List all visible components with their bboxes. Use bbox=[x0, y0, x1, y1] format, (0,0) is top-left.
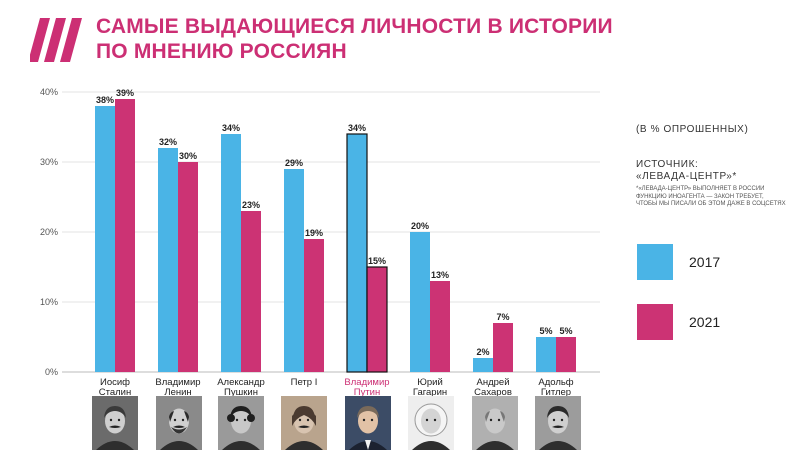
bar-2017 bbox=[346, 133, 368, 373]
legend-label-2021: 2021 bbox=[689, 314, 721, 330]
bar-2017 bbox=[536, 337, 556, 372]
legend-swatch-2017 bbox=[637, 244, 673, 280]
data-label: 19% bbox=[305, 228, 323, 238]
category-label: Сахаров bbox=[474, 387, 512, 398]
category-label: Гитлер bbox=[541, 387, 571, 398]
bar-2017 bbox=[284, 169, 304, 372]
category-label: Александр bbox=[217, 377, 265, 388]
bar-2021 bbox=[304, 239, 324, 372]
category-label: Петр I bbox=[291, 377, 318, 388]
title-line-2: ПО МНЕНИЮ РОССИЯН bbox=[96, 40, 347, 63]
category-label: Гагарин bbox=[413, 387, 447, 398]
legend-item-2021: 2021 bbox=[637, 304, 787, 340]
bar-2017 bbox=[473, 358, 493, 372]
hitler-portrait-icon bbox=[535, 396, 581, 450]
data-label: 23% bbox=[242, 200, 260, 210]
putin-portrait-icon bbox=[345, 396, 391, 450]
bar-2017 bbox=[221, 134, 241, 372]
bar-2017 bbox=[158, 148, 178, 372]
bar-2021 bbox=[115, 99, 135, 372]
lenin-portrait-icon bbox=[156, 396, 202, 450]
data-label: 7% bbox=[496, 312, 509, 322]
data-label: 5% bbox=[559, 326, 572, 336]
category-label: Адольф bbox=[538, 377, 573, 388]
category-label: Владимир bbox=[155, 377, 200, 388]
data-label: 30% bbox=[179, 151, 197, 161]
sakharov-portrait-icon bbox=[472, 396, 518, 450]
category-label: Путин bbox=[354, 387, 380, 398]
disclaimer-note: *«ЛЕВАДА-ЦЕНТР» ВЫПОЛНЯЕТ В РОССИИ ФУНКЦ… bbox=[636, 186, 786, 207]
data-label: 29% bbox=[285, 158, 303, 168]
data-label: 34% bbox=[222, 123, 240, 133]
legend-label-2017: 2017 bbox=[689, 254, 721, 270]
category-label: Юрий bbox=[417, 377, 443, 388]
title-line-1: САМЫЕ ВЫДАЮЩИЕСЯ ЛИЧНОСТИ В ИСТОРИИ bbox=[96, 15, 613, 38]
category-label: Владимир bbox=[344, 377, 389, 388]
bar-2021 bbox=[366, 266, 388, 373]
bar-2017 bbox=[410, 232, 430, 372]
source-note: ИСТОЧНИК: «ЛЕВАДА-ЦЕНТР»* bbox=[636, 159, 737, 183]
legend-item-2017: 2017 bbox=[637, 244, 787, 280]
category-label: Ленин bbox=[164, 387, 191, 398]
category-label: Сталин bbox=[99, 387, 132, 398]
triple-slash-logo-icon bbox=[30, 18, 82, 62]
data-label: 15% bbox=[368, 256, 386, 266]
stalin-portrait-icon bbox=[92, 396, 138, 450]
data-label: 2% bbox=[476, 347, 489, 357]
y-tick-label: 20% bbox=[40, 227, 58, 237]
units-note: (В % ОПРОШЕННЫХ) bbox=[636, 124, 749, 135]
data-label: 20% bbox=[411, 221, 429, 231]
y-tick-label: 10% bbox=[40, 297, 58, 307]
gagarin-portrait-icon bbox=[408, 396, 454, 450]
bar-2021 bbox=[241, 211, 261, 372]
bar-2021 bbox=[430, 281, 450, 372]
category-label: Пушкин bbox=[224, 387, 258, 398]
bar-2017 bbox=[95, 106, 115, 372]
category-label: Иосиф bbox=[100, 377, 130, 388]
data-label: 13% bbox=[431, 270, 449, 280]
y-tick-label: 0% bbox=[45, 367, 58, 377]
source-line-1: ИСТОЧНИК: bbox=[636, 159, 699, 170]
y-tick-label: 40% bbox=[40, 87, 58, 97]
pushkin-portrait-icon bbox=[218, 396, 264, 450]
data-label: 5% bbox=[539, 326, 552, 336]
bar-2021 bbox=[178, 162, 198, 372]
data-label: 34% bbox=[348, 123, 366, 133]
bar-2021 bbox=[493, 323, 513, 372]
data-label: 39% bbox=[116, 88, 134, 98]
data-label: 38% bbox=[96, 95, 114, 105]
legend-swatch-2021 bbox=[637, 304, 673, 340]
chart-title: САМЫЕ ВЫДАЮЩИЕСЯ ЛИЧНОСТИ В ИСТОРИИ ПО М… bbox=[96, 14, 613, 64]
peter-portrait-icon bbox=[281, 396, 327, 450]
category-label: Андрей bbox=[477, 377, 510, 388]
bar-2021 bbox=[556, 337, 576, 372]
y-tick-label: 30% bbox=[40, 157, 58, 167]
source-line-2: «ЛЕВАДА-ЦЕНТР»* bbox=[636, 171, 737, 182]
data-label: 32% bbox=[159, 137, 177, 147]
